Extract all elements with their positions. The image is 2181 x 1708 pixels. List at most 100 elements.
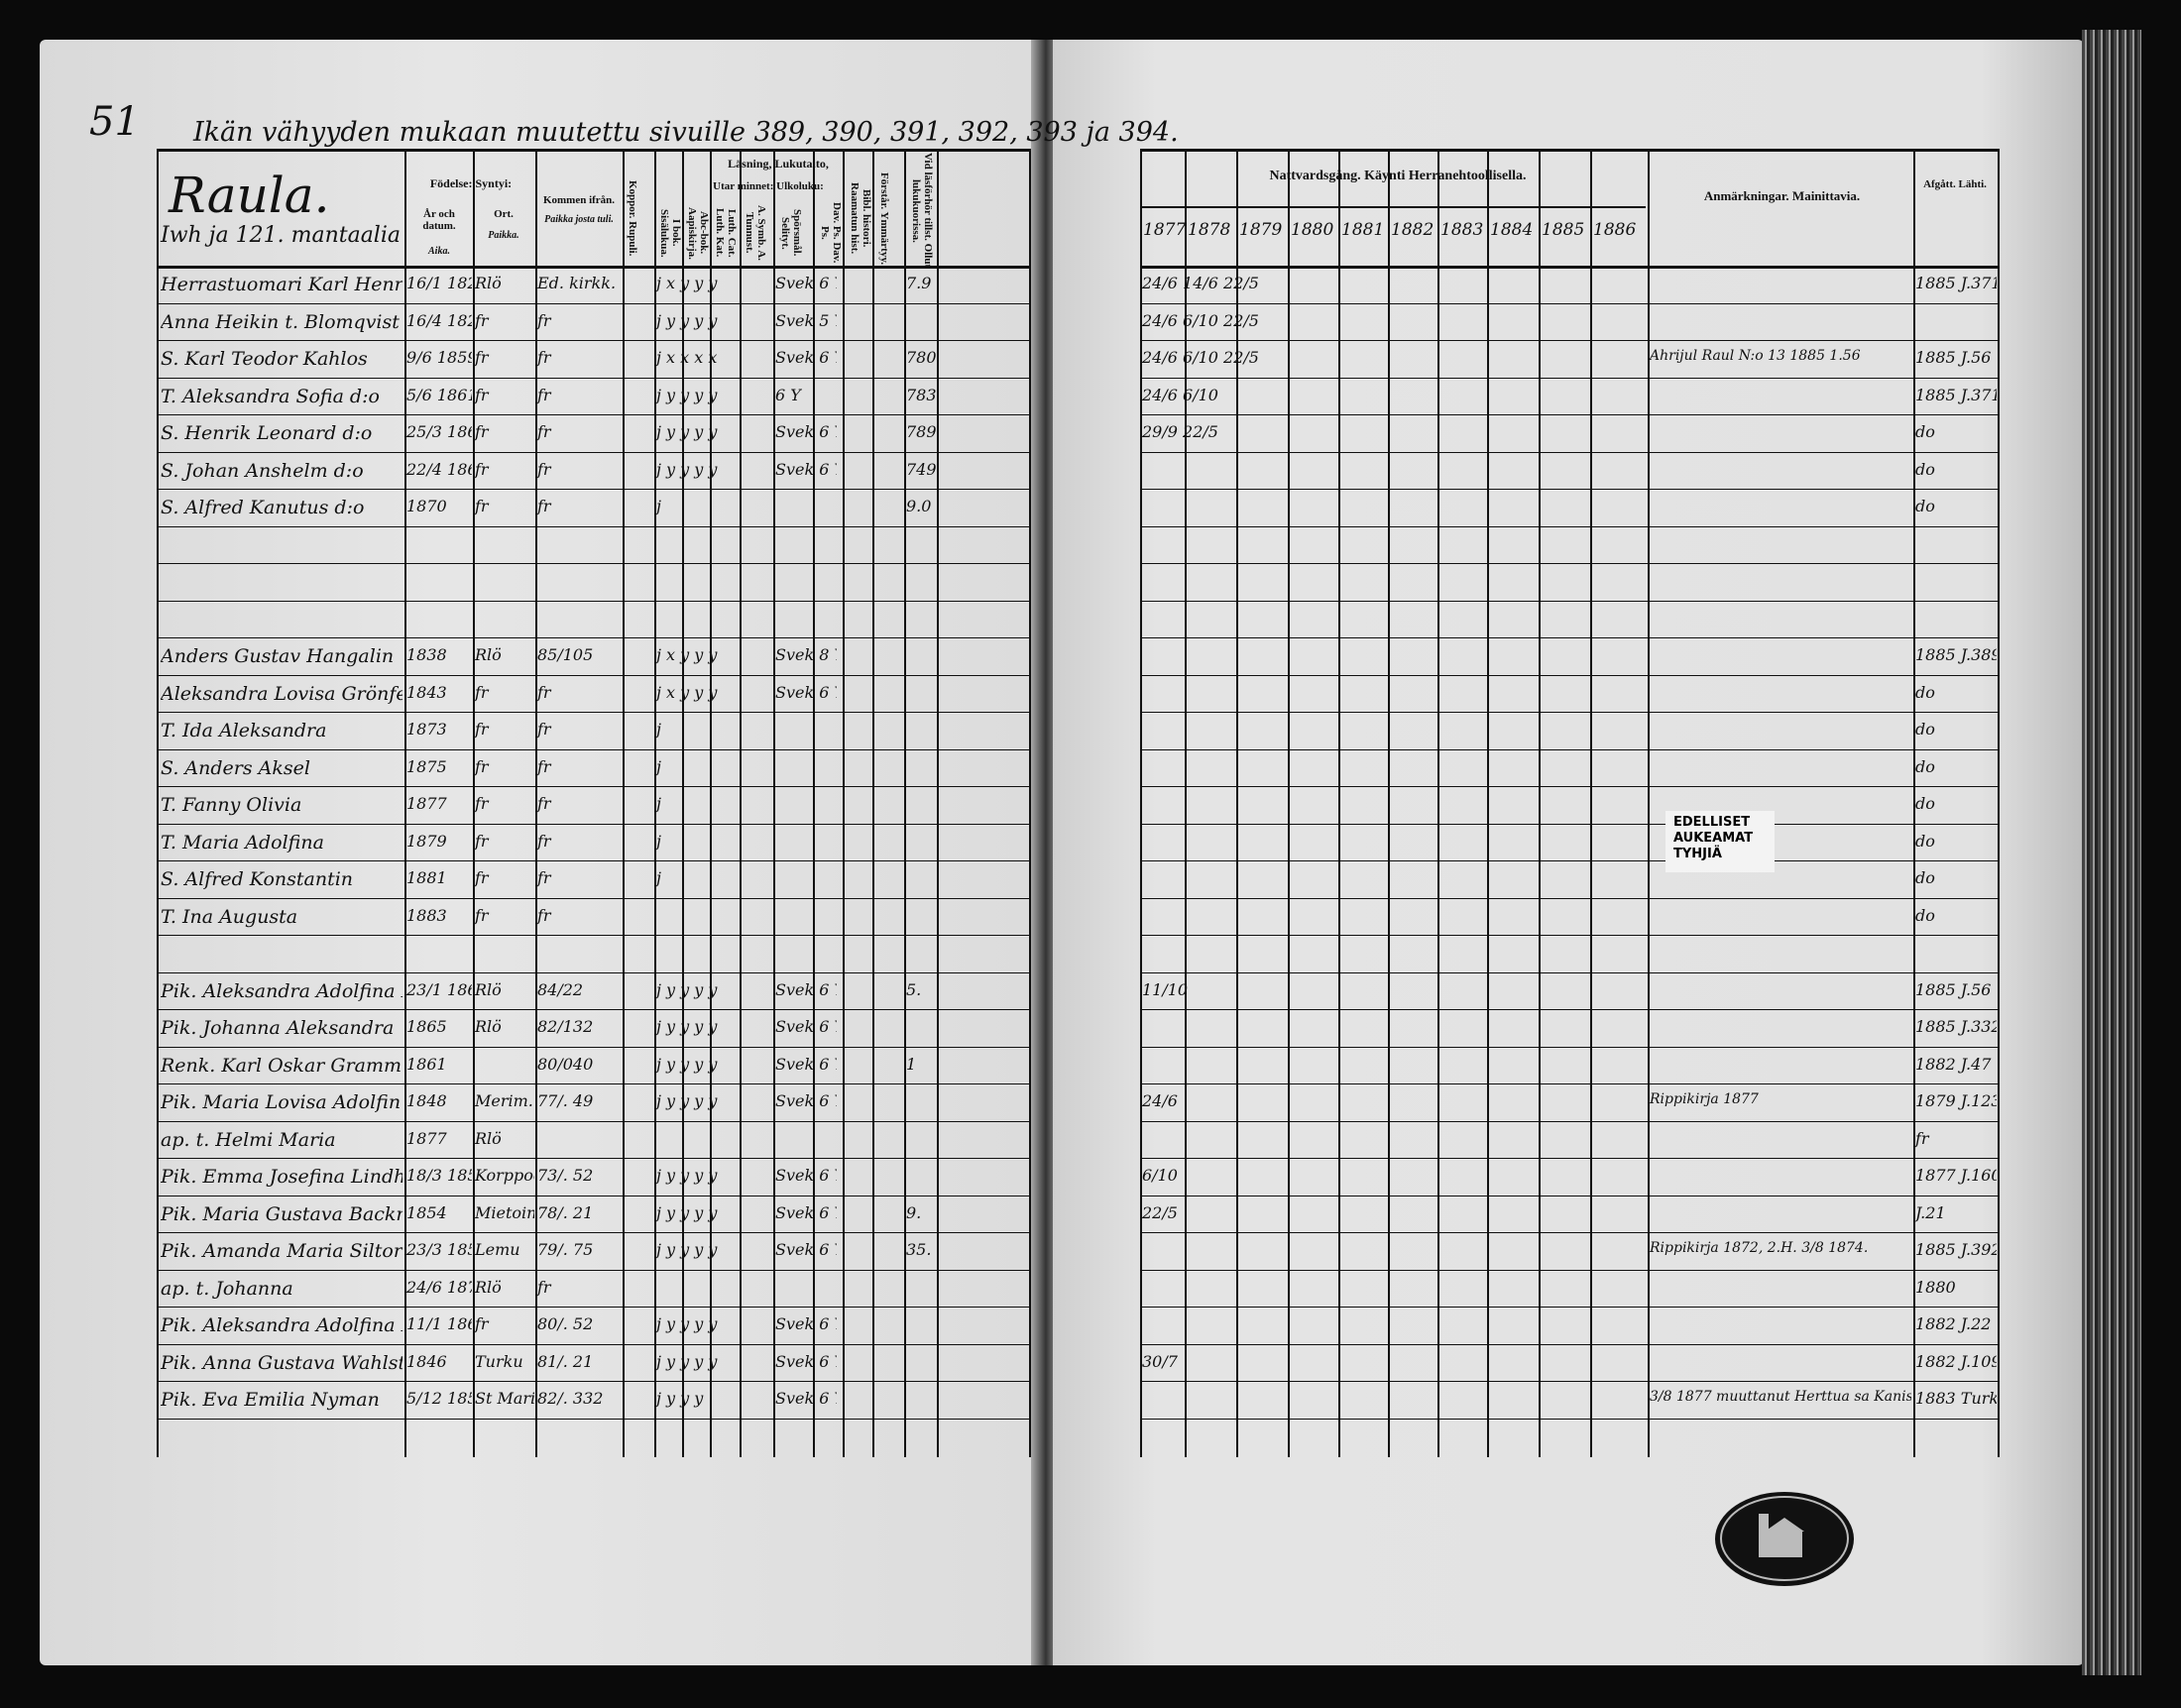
header-sporsmal: Spörsmål. Selityt. xyxy=(779,209,803,257)
rule-years xyxy=(1140,206,1646,208)
column-rule xyxy=(1998,149,2000,1457)
cell-sp: Svek 6 Y xyxy=(775,682,837,702)
cell-read: j y y y y xyxy=(656,1017,718,1036)
cell-comm: 6/10 xyxy=(1142,1166,1178,1185)
cell-sp: Svek 8 Y xyxy=(775,645,837,664)
cell-place: fr xyxy=(475,720,489,739)
cell-place: fr xyxy=(475,310,489,330)
cell-name: Anna Heikin t. Blomqvist xyxy=(161,310,400,333)
cell-place: fr xyxy=(475,794,489,813)
cell-sp: Svek 6 Y xyxy=(775,1202,837,1222)
header-kommen: Kommen ifrån. xyxy=(542,194,616,206)
column-rule xyxy=(535,149,537,1457)
rule-header xyxy=(1140,266,1998,269)
row-rule xyxy=(157,1269,1029,1271)
cell-date: 16/1 1825 xyxy=(406,274,472,292)
cell-place: fr xyxy=(475,422,489,441)
cell-read: j y y y y xyxy=(656,422,718,441)
cell-date: 1881 xyxy=(406,868,447,887)
row-rule xyxy=(1140,489,1998,490)
cell-sp: Svek 6 Y xyxy=(775,422,837,441)
cell-name: Pik. Emma Josefina Lindholm xyxy=(161,1166,402,1188)
cell-left: do xyxy=(1915,497,1935,515)
cell-left: do xyxy=(1915,422,1935,441)
cell-sp: Svek 6 Y xyxy=(775,1314,837,1333)
note-line: EDELLISET xyxy=(1673,815,1751,830)
column-rule xyxy=(623,149,625,1457)
year-header: 1882 xyxy=(1391,220,1435,240)
row-rule xyxy=(1140,1046,1998,1048)
year-header: 1883 xyxy=(1440,220,1484,240)
row-rule xyxy=(157,712,1029,713)
cell-vid: 789 xyxy=(906,422,936,441)
cell-from: fr xyxy=(537,497,551,515)
cell-read: j xyxy=(656,794,661,813)
cell-read: j y y y y xyxy=(656,1314,718,1333)
header-fodelse: Födelse: Syntyi: xyxy=(429,176,513,190)
cell-from: 79/. 75 xyxy=(537,1240,594,1259)
column-rule xyxy=(1539,149,1541,1457)
cell-place: Mietoinen xyxy=(475,1202,534,1222)
cell-date: 1883 xyxy=(406,905,447,925)
row-rule xyxy=(157,1418,1029,1420)
cell-comm: 11/10 xyxy=(1142,979,1189,999)
row-rule xyxy=(1140,1120,1998,1122)
header-symb: A. Symb. A. Tunnust. xyxy=(744,205,767,261)
cell-read: j x y y y xyxy=(656,682,718,702)
cell-from: 82/132 xyxy=(537,1017,594,1036)
header-ar: År och datum. xyxy=(422,208,456,232)
cell-sp: Svek 6 Y xyxy=(775,1017,837,1036)
row-rule xyxy=(157,451,1029,453)
cell-comm: 29/9 22/5 xyxy=(1142,422,1218,441)
cell-name: T. Ida Aleksandra xyxy=(161,720,327,741)
cell-read: j y y y y xyxy=(656,1351,718,1371)
header-afgatt: Afgått. Lähti. xyxy=(1923,178,1987,190)
cell-read: j x y y y xyxy=(656,274,718,292)
column-rule xyxy=(1236,149,1238,1457)
cell-place: fr xyxy=(475,348,489,367)
cell-from: 80/040 xyxy=(537,1054,594,1074)
cell-from: fr xyxy=(537,794,551,813)
cell-date: 18/3 1859 xyxy=(406,1166,472,1185)
cell-name: Pik. Aleksandra Adolfina Lindholm xyxy=(161,1314,402,1336)
right-page xyxy=(1053,40,2084,1665)
cell-from: fr xyxy=(537,310,551,330)
row-rule xyxy=(1140,340,1998,341)
cell-from: 80/. 52 xyxy=(537,1314,594,1333)
cell-from: Ed. kirkk. 77/. 48 xyxy=(537,274,621,292)
cell-name: T. Maria Adolfina xyxy=(161,831,324,854)
row-rule xyxy=(1140,674,1998,676)
cell-left: 1882 J.47 xyxy=(1915,1054,1992,1074)
cell-date: 9/6 1859 xyxy=(406,348,472,367)
year-header: 1877 xyxy=(1143,220,1187,240)
column-rule xyxy=(740,149,742,1457)
cell-from: 84/22 xyxy=(537,979,584,999)
cell-left: 1885 J.56 xyxy=(1915,348,1992,367)
cell-from: fr xyxy=(537,459,551,479)
header-ar-fi: Aika. xyxy=(428,246,450,257)
archive-stamp xyxy=(1715,1492,1854,1586)
cell-name: Pik. Amanda Maria Siltor xyxy=(161,1240,402,1262)
cell-name: S. Karl Teodor Kahlos xyxy=(161,348,368,370)
cell-place: Rlö xyxy=(475,1017,502,1036)
cell-vid: 780 xyxy=(906,348,936,367)
column-rule xyxy=(1338,149,1340,1457)
row-rule xyxy=(157,935,1029,936)
cell-place: Merim. xyxy=(475,1091,533,1110)
row-rule xyxy=(157,1083,1029,1084)
cell-read: j xyxy=(656,831,661,851)
header-luth: Luth. Cat. Luth. Kat. xyxy=(714,208,738,258)
cell-from: 82/. 332 xyxy=(537,1389,604,1408)
cell-name: T. Ina Augusta xyxy=(161,905,298,928)
header-lasning: Läsning, Lukutaito, xyxy=(728,157,829,171)
cell-left: do xyxy=(1915,868,1935,887)
cell-vid: 1 xyxy=(906,1054,917,1074)
cell-place: Lemu xyxy=(475,1240,520,1259)
cell-sp: 6 Y xyxy=(775,385,801,404)
year-header: 1886 xyxy=(1593,220,1637,240)
cell-name: Pik. Maria Lovisa Adolfin t. xyxy=(161,1091,402,1113)
church-stamp-icon xyxy=(1720,1496,1849,1581)
column-rule xyxy=(1437,149,1439,1457)
cell-left: 1885 J.332 xyxy=(1915,1017,1997,1036)
cell-left: do xyxy=(1915,905,1935,925)
